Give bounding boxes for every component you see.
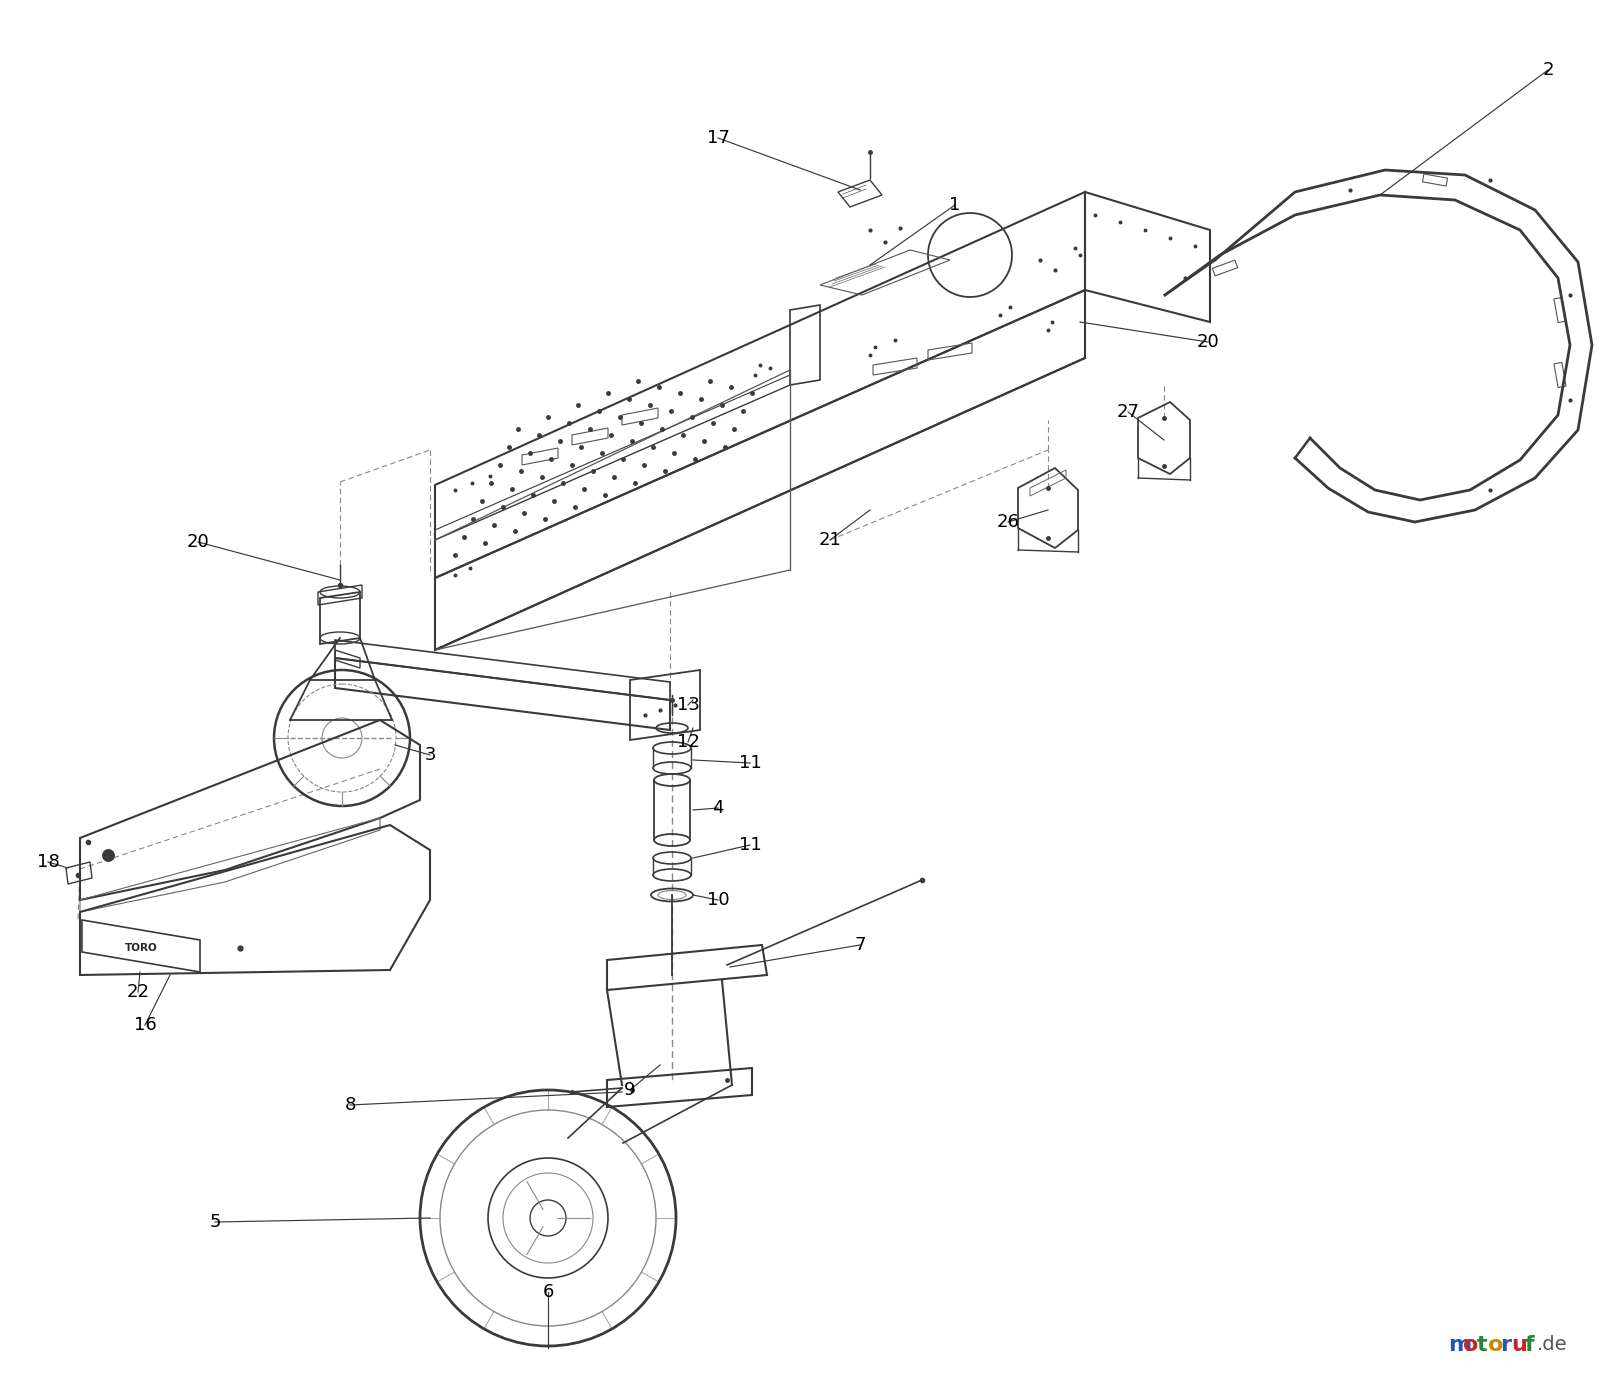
Text: 17: 17 — [707, 129, 730, 147]
Text: 9: 9 — [624, 1081, 635, 1098]
Text: 10: 10 — [707, 891, 730, 909]
Text: f: f — [1525, 1335, 1534, 1355]
Text: 27: 27 — [1117, 404, 1139, 422]
Text: 16: 16 — [134, 1016, 157, 1034]
Text: 22: 22 — [126, 983, 149, 1001]
Text: 8: 8 — [344, 1096, 355, 1114]
Text: 20: 20 — [187, 533, 210, 551]
Text: 11: 11 — [739, 754, 762, 772]
Text: .de: .de — [1538, 1336, 1568, 1355]
Text: u: u — [1510, 1335, 1526, 1355]
Text: TORO: TORO — [125, 943, 157, 953]
Text: 13: 13 — [677, 696, 699, 714]
Text: 20: 20 — [1197, 334, 1219, 351]
Text: 5: 5 — [210, 1212, 221, 1232]
Text: 11: 11 — [739, 836, 762, 854]
Text: 26: 26 — [997, 514, 1019, 531]
Text: 6: 6 — [542, 1282, 554, 1302]
Text: t: t — [1477, 1335, 1488, 1355]
Text: 1: 1 — [949, 196, 960, 214]
Text: m: m — [1448, 1335, 1472, 1355]
Text: 18: 18 — [37, 853, 59, 870]
Text: 2: 2 — [1542, 60, 1554, 80]
Text: 12: 12 — [677, 733, 699, 751]
Text: 3: 3 — [424, 746, 435, 763]
Text: 7: 7 — [854, 936, 866, 954]
Text: r: r — [1501, 1335, 1510, 1355]
Text: 21: 21 — [819, 531, 842, 549]
Text: 4: 4 — [712, 799, 723, 817]
Text: o: o — [1462, 1335, 1478, 1355]
Text: o: o — [1488, 1335, 1504, 1355]
